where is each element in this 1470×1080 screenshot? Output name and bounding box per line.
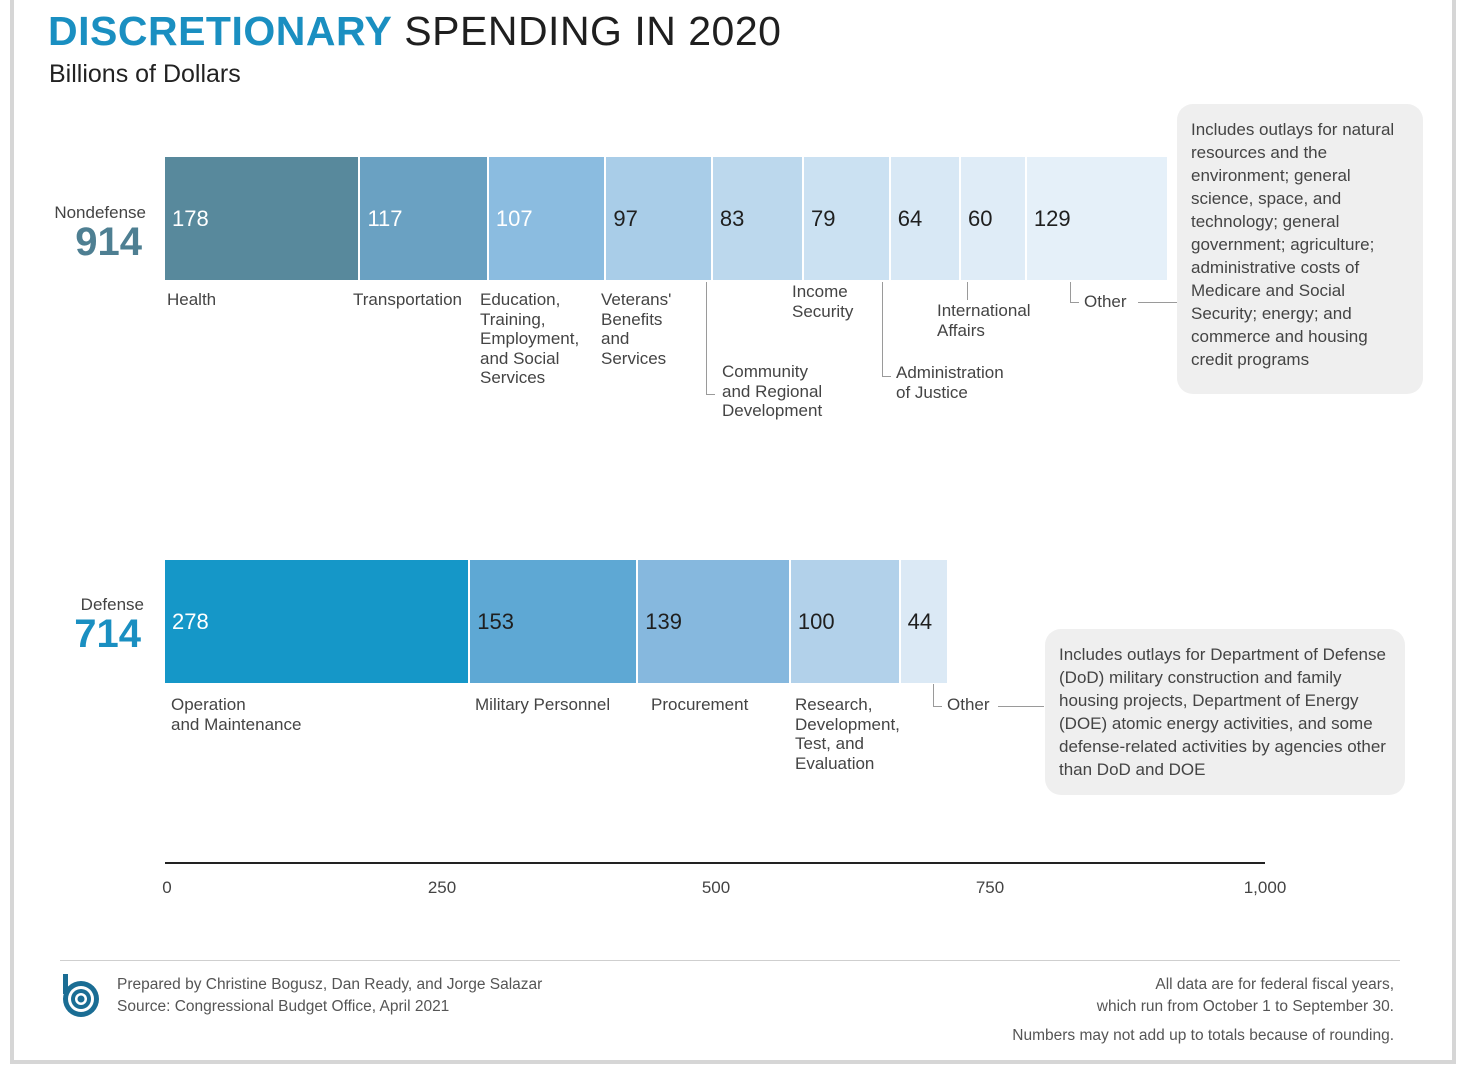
bar-segment <box>712 157 805 280</box>
defense-total: 714 <box>74 612 141 656</box>
bar-value-label: 278 <box>172 608 209 634</box>
footer-fiscal-line1: All data are for federal fiscal years, <box>1155 976 1394 993</box>
category-label: Education, Training, Employment, and Soc… <box>480 290 580 387</box>
defense-label: Defense <box>80 595 144 614</box>
category-label: Income Security <box>792 282 854 321</box>
cbo-logo-icon <box>63 974 99 1017</box>
bar-segment <box>804 157 891 280</box>
category-label: Administration of Justice <box>896 363 1004 402</box>
bar-segment <box>488 157 607 280</box>
bar-value-label: 44 <box>907 608 933 634</box>
category-label: Other <box>947 695 990 714</box>
footer-fiscal-note: All data are for federal fiscal years, w… <box>1097 974 1394 1018</box>
bar-value-label: 107 <box>495 205 533 231</box>
category-label: International Affairs <box>937 301 1031 340</box>
x-axis-line <box>165 862 1265 864</box>
chart-title: DISCRETIONARY SPENDING IN 2020 <box>48 8 781 55</box>
x-tick-label: 500 <box>701 878 731 897</box>
bar-value-label: 100 <box>797 608 835 634</box>
footer-rounding-note: Numbers may not add up to totals because… <box>1012 1027 1394 1044</box>
leader-line-other-nondef <box>1070 282 1079 303</box>
x-tick-label: 750 <box>975 878 1005 897</box>
x-tick-label: 0 <box>162 878 172 897</box>
bar-segment <box>900 560 949 683</box>
bar-value-label: 153 <box>477 608 514 634</box>
bar-value-label: 64 <box>897 205 923 231</box>
footer-fiscal-line2: which run from October 1 to September 30… <box>1096 998 1394 1015</box>
bar-value-label: 60 <box>968 205 993 231</box>
bar-segment <box>638 560 791 683</box>
category-label: Community and Regional Development <box>722 362 823 420</box>
chart-subtitle: Billions of Dollars <box>49 60 241 88</box>
note-nondefense-other: Includes outlays for natural resources a… <box>1177 104 1423 394</box>
bar-segment <box>165 560 471 683</box>
bar-value-label: 117 <box>367 205 403 231</box>
category-label: Transportation <box>353 290 462 309</box>
leader-line-intl <box>967 282 968 300</box>
x-tick-label: 1,000 <box>1243 878 1287 897</box>
note-defense-other: Includes outlays for Department of Defen… <box>1045 629 1405 795</box>
footer-source-line: Source: Congressional Budget Office, Apr… <box>117 998 450 1015</box>
bar-segment <box>360 157 489 280</box>
category-label: Operation and Maintenance <box>171 695 302 734</box>
title-rest: SPENDING IN 2020 <box>404 8 782 54</box>
bar-value-label: 83 <box>719 205 745 231</box>
footer-credit: Prepared by Christine Bogusz, Dan Ready,… <box>117 974 542 1018</box>
bar-segment <box>470 560 639 683</box>
title-highlight: DISCRETIONARY <box>48 8 393 54</box>
bar-value-label: 79 <box>811 205 836 231</box>
bar-segment <box>165 157 361 280</box>
bar-value-label: 139 <box>645 608 682 634</box>
category-label: Procurement <box>651 695 749 714</box>
category-label: Military Personnel <box>475 695 611 714</box>
nondefense-total: 914 <box>75 220 142 264</box>
leader-line-community <box>706 282 715 395</box>
leader-line-note-nondef <box>1138 302 1178 303</box>
bar-segment <box>1026 157 1169 280</box>
leader-line-note-def <box>998 706 1044 707</box>
leader-line-other-def <box>933 684 942 707</box>
footer-divider <box>60 960 1400 961</box>
bar-value-label: 97 <box>613 205 638 231</box>
leader-line-justice <box>882 282 891 377</box>
category-label: Health <box>167 290 217 309</box>
nondefense-label: Nondefense <box>54 203 146 222</box>
bar-segment <box>790 560 901 683</box>
page-frame <box>10 0 1456 1064</box>
x-tick-label: 250 <box>427 878 457 897</box>
bar-segment <box>606 157 713 280</box>
footer-credit-line1: Prepared by Christine Bogusz, Dan Ready,… <box>117 976 543 993</box>
category-label: Research, Development, Test, and Evaluat… <box>795 695 900 773</box>
bar-segment <box>890 157 962 280</box>
category-label: Other <box>1084 292 1127 311</box>
bar-segment <box>961 157 1027 280</box>
category-label: Veterans' Benefits and Services <box>601 290 672 368</box>
bar-value-label: 129 <box>1033 205 1071 231</box>
bar-value-label: 178 <box>172 205 209 231</box>
